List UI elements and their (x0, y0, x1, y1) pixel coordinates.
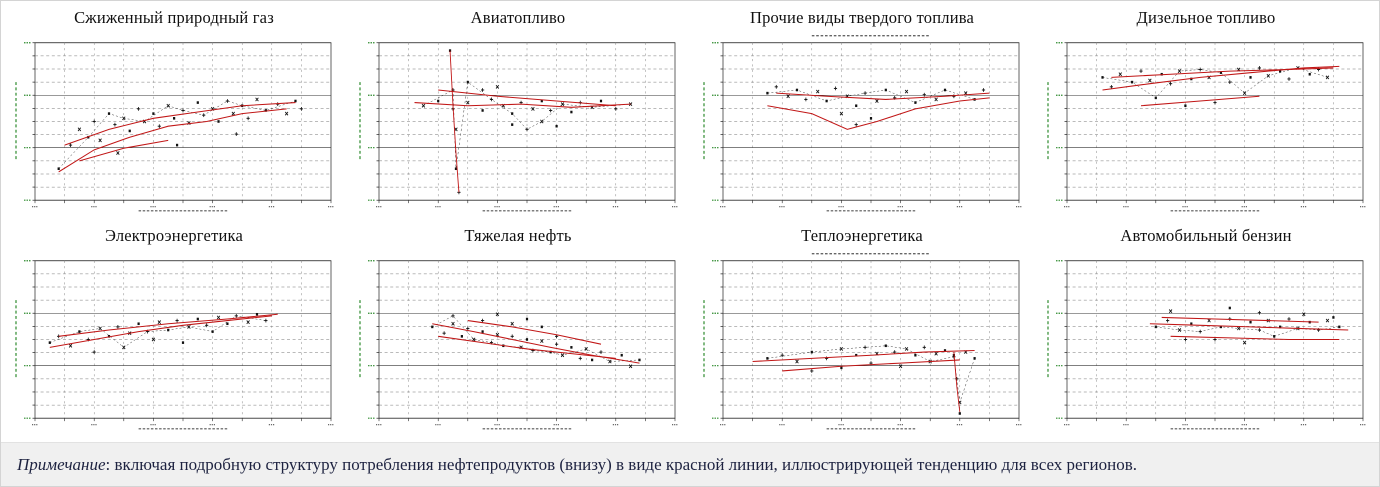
chart-plot-other-solid-fuels (703, 35, 1022, 212)
chart-panel-other-solid-fuels: Прочие виды твердого топлива (697, 7, 1027, 219)
charts-grid: Сжиженный природный газ Авиатопливо Проч… (9, 7, 1371, 437)
chart-panel-heat-power: Теплоэнергетика (697, 225, 1027, 437)
figure-note: Примечание: включая подробную структуру … (1, 442, 1379, 486)
chart-title: Автомобильный бензин (1120, 226, 1292, 245)
chart-panel-aviation-fuel: Авиатопливо (353, 7, 683, 219)
chart-panel-electric-power: Электроэнергетика (9, 225, 339, 437)
chart-title: Электроэнергетика (104, 226, 244, 245)
chart-panel-heavy-oil: Тяжелая нефть (353, 225, 683, 437)
chart-title: Тяжелая нефть (464, 226, 572, 245)
chart-plot-heat-power (703, 253, 1022, 430)
chart-plot-heavy-oil (359, 260, 678, 430)
chart-title: Авиатопливо (470, 8, 566, 27)
chart-title: Дизельное топливо (1136, 8, 1276, 27)
chart-plot-diesel (1047, 42, 1366, 212)
chart-plot-lng (15, 42, 334, 212)
chart-plot-electric-power (15, 260, 334, 430)
chart-panel-lng: Сжиженный природный газ (9, 7, 339, 219)
note-text: : включая подробную структуру потреблени… (105, 454, 1138, 474)
chart-title: Сжиженный природный газ (74, 8, 274, 27)
chart-panel-diesel: Дизельное топливо (1041, 7, 1371, 219)
note-label: Примечание (17, 454, 106, 474)
chart-plot-gasoline (1047, 260, 1366, 430)
chart-title: Теплоэнергетика (801, 226, 923, 245)
chart-panel-gasoline: Автомобильный бензин (1041, 225, 1371, 437)
chart-title: Прочие виды твердого топлива (749, 8, 975, 27)
chart-plot-aviation-fuel (359, 42, 678, 212)
